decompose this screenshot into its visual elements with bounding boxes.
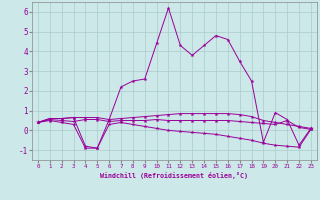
X-axis label: Windchill (Refroidissement éolien,°C): Windchill (Refroidissement éolien,°C) xyxy=(100,172,248,179)
